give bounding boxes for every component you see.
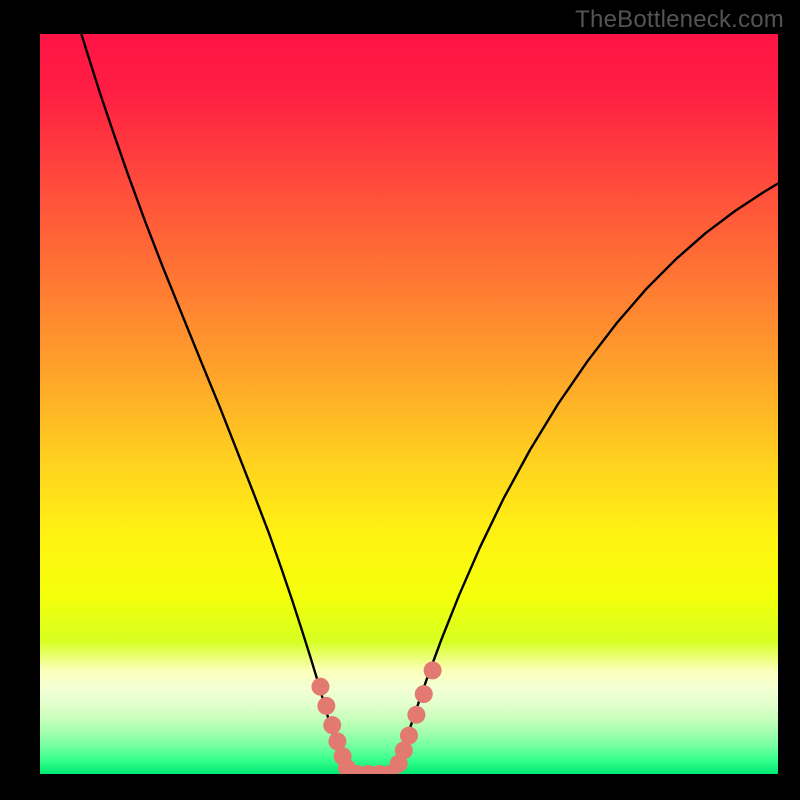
highlight-dots [40, 34, 778, 774]
highlight-dot [415, 685, 433, 703]
highlight-dot [400, 727, 418, 745]
highlight-dot [311, 678, 329, 696]
chart-canvas: TheBottleneck.com [0, 0, 800, 800]
plot-area [40, 34, 778, 774]
highlight-dot [323, 716, 341, 734]
highlight-dot [407, 706, 425, 724]
watermark-text: TheBottleneck.com [575, 6, 784, 34]
highlight-dot [424, 661, 442, 679]
highlight-dot [317, 697, 335, 715]
